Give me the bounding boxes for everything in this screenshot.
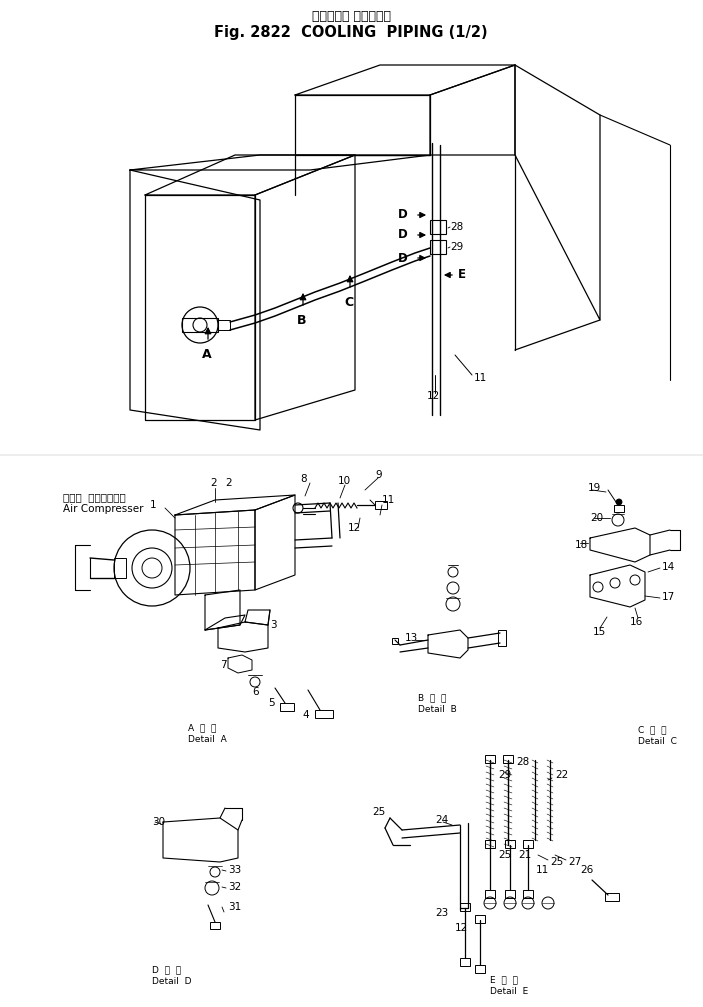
Text: D: D [399,208,408,222]
Text: 31: 31 [228,902,241,912]
Text: 15: 15 [593,627,606,637]
Text: 16: 16 [630,617,643,627]
Text: A: A [202,347,212,361]
Bar [430,220,446,234]
Text: 25: 25 [498,850,511,860]
Text: 14: 14 [662,562,676,572]
Text: 19: 19 [588,483,601,493]
Text: エアー  コンプレッサ: エアー コンプレッサ [63,492,126,502]
Bar [460,958,470,966]
Text: 5: 5 [268,698,275,708]
Text: 11: 11 [382,495,395,505]
Text: 1: 1 [150,500,157,510]
Bar [475,965,485,973]
Text: D: D [399,229,408,242]
Text: 13: 13 [405,633,418,643]
Text: 26: 26 [580,865,593,875]
Text: 28: 28 [516,757,529,767]
Text: 11: 11 [474,373,487,383]
Text: Detail  D: Detail D [152,977,191,986]
Bar [280,703,294,711]
Text: 2: 2 [225,478,231,488]
Text: E  詳  細: E 詳 細 [490,976,518,985]
Text: 24: 24 [435,815,449,825]
Text: Detail  B: Detail B [418,705,457,714]
Bar [503,755,513,763]
Text: 18: 18 [575,540,588,550]
Text: 2: 2 [210,478,217,488]
Bar [523,890,533,898]
Text: Detail  A: Detail A [188,734,227,743]
Text: C  詳  細: C 詳 細 [638,725,666,734]
Text: Air Compresser: Air Compresser [63,504,143,514]
Text: 25: 25 [372,807,385,817]
Text: 3: 3 [270,620,276,630]
Bar [392,638,398,644]
Text: 25: 25 [550,857,563,867]
Text: 28: 28 [450,222,463,232]
Bar [485,755,495,763]
Text: 23: 23 [434,908,448,918]
Text: C: C [344,295,353,308]
Bar [430,240,446,254]
Circle shape [616,499,622,505]
Text: 7: 7 [220,660,226,670]
Text: 12: 12 [455,923,468,933]
Text: 29: 29 [498,770,511,780]
Text: 12: 12 [427,391,440,401]
Bar [614,505,624,512]
Bar [210,922,220,929]
Text: 29: 29 [450,242,463,252]
Bar [182,318,218,332]
Text: 33: 33 [228,865,241,875]
Text: 22: 22 [555,770,568,780]
Text: Detail  E: Detail E [490,987,528,996]
Text: クーリング パイピング: クーリング パイピング [311,10,390,23]
Bar [523,840,533,848]
Text: D  詳  細: D 詳 細 [152,966,181,975]
Text: 21: 21 [518,850,531,860]
Text: 4: 4 [302,710,309,720]
Text: 10: 10 [338,476,351,486]
Bar [375,501,387,509]
Bar [505,840,515,848]
Text: D: D [399,252,408,265]
Bar [498,630,506,646]
Text: 20: 20 [590,513,603,523]
Text: 32: 32 [228,882,241,892]
Bar [505,890,515,898]
Text: 11: 11 [536,865,549,875]
Bar [475,915,485,923]
Bar [114,558,126,578]
Bar [460,903,470,911]
Bar [218,320,230,330]
Text: 27: 27 [568,857,581,867]
Text: 30: 30 [152,817,165,827]
Bar [485,890,495,898]
Bar [485,840,495,848]
Text: 17: 17 [662,592,676,602]
Text: Detail  C: Detail C [638,736,677,745]
Text: 8: 8 [300,474,307,484]
Bar [605,893,619,901]
Bar [315,710,333,718]
Text: E: E [458,269,466,282]
Text: 9: 9 [375,470,382,480]
Text: Fig. 2822  COOLING  PIPING (1/2): Fig. 2822 COOLING PIPING (1/2) [214,25,488,40]
Text: A  詳  細: A 詳 細 [188,723,217,732]
Text: B: B [297,313,307,326]
Text: 6: 6 [252,687,259,697]
Text: 12: 12 [348,523,361,533]
Text: B  詳  細: B 詳 細 [418,694,446,703]
